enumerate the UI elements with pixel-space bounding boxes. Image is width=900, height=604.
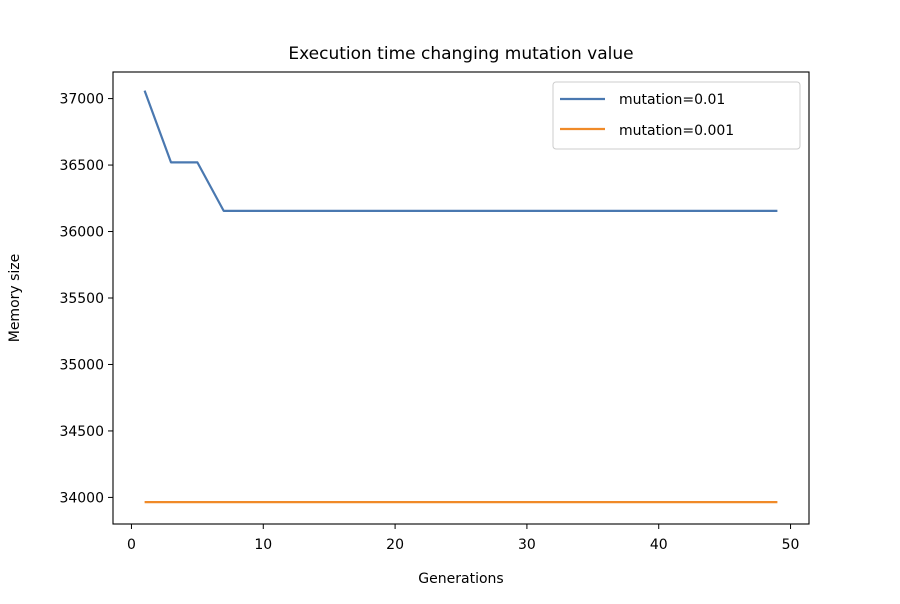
legend-label-mutation-0.001: mutation=0.001 — [619, 123, 734, 139]
x-tick-label: 0 — [127, 537, 136, 553]
y-tick-label: 35500 — [59, 291, 104, 307]
x-tick-label: 40 — [650, 537, 668, 553]
y-tick-label: 36000 — [59, 225, 104, 241]
x-tick-label: 30 — [518, 537, 536, 553]
y-tick-label: 36500 — [59, 158, 104, 174]
legend: mutation=0.01 mutation=0.001 — [552, 81, 801, 150]
y-tick-label: 35000 — [59, 357, 104, 373]
series-line-1 — [143, 90, 778, 212]
legend-label-mutation-0.01: mutation=0.01 — [619, 92, 725, 108]
x-tick-label: 50 — [782, 537, 800, 553]
y-tick-label: 37000 — [59, 92, 104, 108]
x-tick-label: 20 — [386, 537, 404, 553]
x-tick-label: 10 — [254, 537, 272, 553]
x-axis-label: Generations — [418, 571, 503, 587]
ticks-layer: 0 10 20 30 40 50 34000 34500 35000 35500 36000 3650… — [59, 92, 799, 553]
legend-box — [552, 81, 801, 150]
chart-title: Execution time changing mutation value — [288, 44, 633, 64]
series-layer — [143, 90, 778, 504]
y-axis-label: Memory size — [7, 254, 23, 343]
y-tick-label: 34500 — [59, 424, 104, 440]
y-tick-label: 34000 — [59, 490, 104, 506]
